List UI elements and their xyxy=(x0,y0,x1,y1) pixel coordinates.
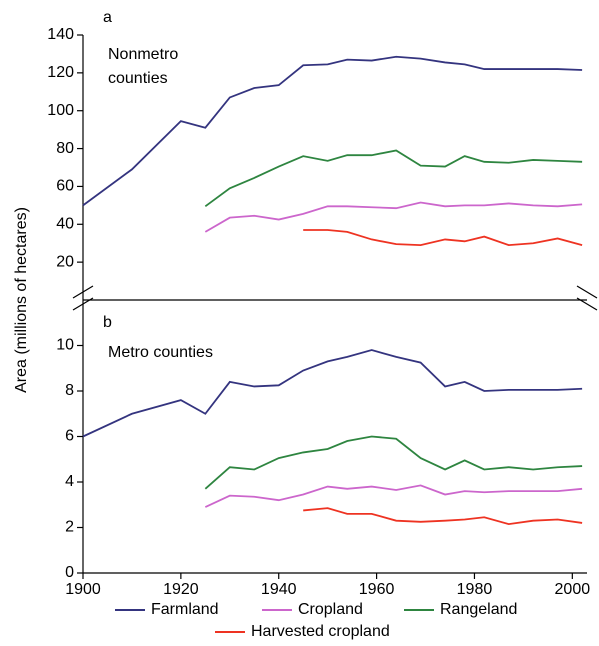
axis-break xyxy=(576,285,598,299)
axis-break xyxy=(72,285,94,299)
y-tick-label: 40 xyxy=(56,216,74,233)
y-tick-label: 80 xyxy=(56,140,74,157)
x-tick-label: 1940 xyxy=(261,581,297,598)
y-tick-label: 0 xyxy=(65,564,74,581)
legend-label: Rangeland xyxy=(440,601,517,618)
panel-subtitle: counties xyxy=(108,70,168,87)
panel-label: a xyxy=(103,9,112,26)
series-line xyxy=(82,55,583,207)
series-line xyxy=(82,349,583,438)
y-tick-label: 4 xyxy=(65,473,74,490)
legend-label: Farmland xyxy=(151,601,219,618)
x-tick-label: 1900 xyxy=(65,581,101,598)
series-line xyxy=(204,201,583,233)
series-line xyxy=(204,484,583,508)
y-tick-label: 100 xyxy=(47,102,74,119)
y-axis-title: Area (millions of hectares) xyxy=(13,207,30,393)
series-line xyxy=(204,149,583,208)
x-tick-label: 1980 xyxy=(457,581,493,598)
legend-label: Cropland xyxy=(298,601,363,618)
legend-label: Harvested cropland xyxy=(251,623,390,640)
series-line xyxy=(303,507,583,526)
y-tick-label: 6 xyxy=(65,428,74,445)
y-tick-label: 10 xyxy=(56,337,74,354)
x-tick-label: 1920 xyxy=(163,581,199,598)
y-tick-label: 8 xyxy=(65,382,74,399)
x-tick-label: 2000 xyxy=(555,581,591,598)
axis-break xyxy=(576,297,598,311)
panel-label: b xyxy=(103,314,112,331)
x-tick-label: 1960 xyxy=(359,581,395,598)
y-tick-label: 60 xyxy=(56,178,74,195)
y-tick-label: 2 xyxy=(65,519,74,536)
series-line xyxy=(303,229,583,247)
series-line xyxy=(204,435,583,490)
y-tick-label: 140 xyxy=(47,26,74,43)
panel-subtitle: Nonmetro xyxy=(108,46,178,63)
y-tick-label: 20 xyxy=(56,253,74,270)
panel-subtitle: Metro counties xyxy=(108,344,213,361)
y-tick-label: 120 xyxy=(47,64,74,81)
axis-break xyxy=(72,297,94,311)
